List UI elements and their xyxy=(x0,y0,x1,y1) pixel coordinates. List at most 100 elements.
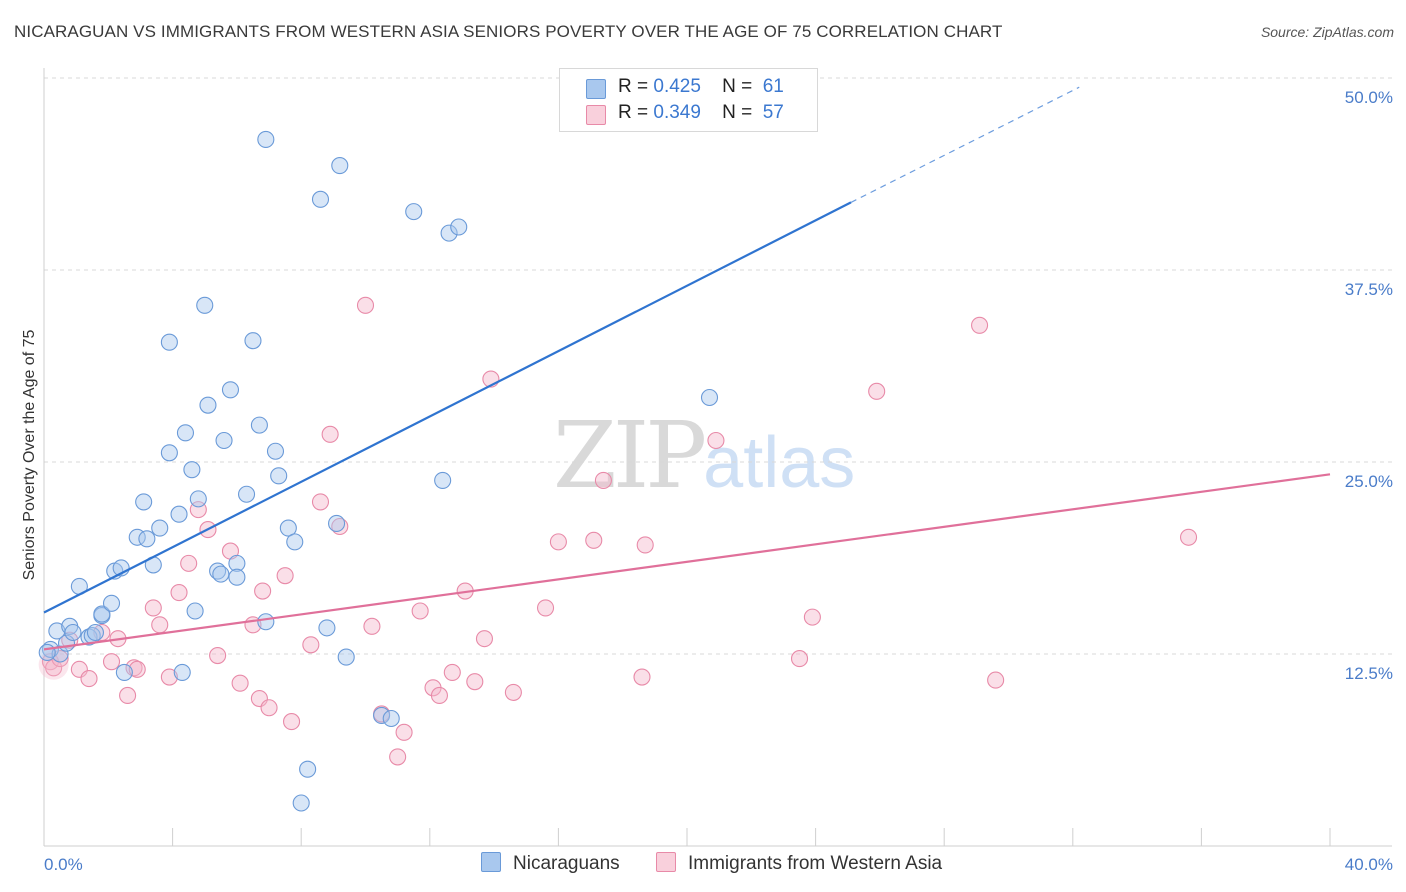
watermark-zip: ZIP xyxy=(553,402,707,509)
r-value: 0.349 xyxy=(653,102,701,123)
western-asia-point xyxy=(144,599,162,617)
nicaraguan-point xyxy=(160,444,178,462)
nicaraguan-point xyxy=(382,709,400,728)
nicaraguan-point xyxy=(237,485,256,503)
nicaraguan-point xyxy=(266,442,285,460)
nicaraguan-point xyxy=(135,493,153,511)
western-asia-point xyxy=(45,659,63,677)
n-label: N = xyxy=(722,76,753,97)
blue-swatch xyxy=(481,852,501,872)
nicaraguan-point xyxy=(299,760,317,778)
western-asia-point xyxy=(119,686,137,705)
western-asia-point xyxy=(594,471,612,489)
n-value: 57 xyxy=(762,102,784,123)
tick-labels: 12.5% 25.0% 37.5% 50.0% 0.0% 40.0% xyxy=(44,88,1393,874)
nicaraguan-point xyxy=(250,416,268,434)
western-asia-point xyxy=(283,713,301,731)
legend-label-western-asia: Immigrants from Western Asia xyxy=(688,853,943,874)
nicaraguan-point xyxy=(257,130,275,148)
western-asia-point xyxy=(254,582,272,600)
western-asia-point xyxy=(790,650,809,668)
nicaraguan-point xyxy=(186,602,204,620)
western-asia-point xyxy=(1179,528,1198,546)
blue-swatch xyxy=(586,79,606,99)
r-label: R = xyxy=(618,102,649,123)
nicaraguan-point xyxy=(51,645,69,663)
western-asia-point xyxy=(231,674,249,692)
western-asia-point xyxy=(389,748,407,766)
western-asia-point xyxy=(331,517,349,536)
western-asia-point xyxy=(536,599,555,617)
nicaraguan-point xyxy=(173,663,191,681)
axes xyxy=(43,68,1392,847)
nicaraguan-point xyxy=(102,594,121,612)
n-value: 61 xyxy=(762,76,784,97)
western-asia-point xyxy=(430,686,448,705)
r-value: 0.425 xyxy=(653,76,701,97)
nicaraguan-point xyxy=(151,519,169,537)
nicaraguan-point xyxy=(189,490,207,508)
nicaraguan-point xyxy=(318,619,336,637)
x-tick-label: 0.0% xyxy=(44,855,83,874)
nicaraguan-point xyxy=(337,648,355,666)
western-asia-point xyxy=(395,723,413,741)
y-tick-label: 50.0% xyxy=(1345,88,1393,107)
nicaraguan-trend-extension xyxy=(850,86,1080,203)
n-label: N = xyxy=(722,102,753,123)
nicaraguan-point xyxy=(311,190,330,208)
nicaraguan-point xyxy=(228,568,246,586)
nicaraguan-point xyxy=(38,643,56,662)
western-asia-point xyxy=(803,608,821,626)
nicaraguan-point xyxy=(328,514,346,532)
western-asia-point xyxy=(276,567,294,585)
western-asia-point xyxy=(475,630,494,648)
western-asia-points xyxy=(38,296,1198,766)
pink-swatch xyxy=(656,852,676,872)
nicaraguan-point xyxy=(373,706,391,724)
nicaraguan-point xyxy=(64,623,82,642)
western-asia-point xyxy=(411,602,429,620)
western-asia-point xyxy=(466,673,484,691)
legend-label-nicaraguans: Nicaraguans xyxy=(513,853,620,874)
nicaraguan-point xyxy=(209,562,227,580)
nicaraguan-point xyxy=(270,467,288,485)
western-asia-point xyxy=(209,646,227,665)
nicaraguan-point xyxy=(138,530,156,548)
nicaraguan-point xyxy=(279,519,297,537)
western-asia-point xyxy=(987,671,1005,689)
chart-title: NICARAGUAN VS IMMIGRANTS FROM WESTERN AS… xyxy=(14,22,1003,41)
nicaraguan-point xyxy=(176,424,195,442)
nicaraguan-point xyxy=(170,505,188,523)
nicaraguan-point xyxy=(257,613,275,631)
legend-item-western-asia: Immigrants from Western Asia xyxy=(656,852,942,876)
western-asia-point xyxy=(260,699,278,717)
y-tick-label: 25.0% xyxy=(1345,472,1393,491)
western-asia-point xyxy=(633,668,651,686)
trend-lines xyxy=(43,86,1331,651)
nicaraguan-point xyxy=(212,565,230,583)
watermark: ZIPatlas xyxy=(553,402,855,509)
nicaraguan-point xyxy=(196,296,214,314)
western-asia-point xyxy=(321,425,339,443)
nicaraguan-point xyxy=(199,396,217,414)
nicaraguan-point xyxy=(331,157,349,175)
y-tick-label: 12.5% xyxy=(1345,664,1393,683)
nicaraguan-point xyxy=(221,381,240,399)
nicaraguan-point xyxy=(183,461,201,479)
western-asia-point xyxy=(356,296,375,314)
nicaraguan-point xyxy=(93,605,111,623)
western-asia-point xyxy=(443,663,461,681)
western-asia-point xyxy=(160,668,178,686)
nicaraguan-points xyxy=(38,130,719,812)
western-asia-point xyxy=(151,616,169,634)
western-asia-point xyxy=(102,653,121,671)
legend-item-nicaraguans: Nicaraguans xyxy=(481,852,620,876)
western-asia-point xyxy=(170,584,188,602)
y-tick-label: 37.5% xyxy=(1345,280,1393,299)
western-asia-point xyxy=(363,617,381,635)
nicaraguan-point xyxy=(292,794,310,812)
nicaraguan-trend-line xyxy=(43,201,852,614)
pink-swatch xyxy=(586,105,606,125)
r-label: R = xyxy=(618,76,649,97)
